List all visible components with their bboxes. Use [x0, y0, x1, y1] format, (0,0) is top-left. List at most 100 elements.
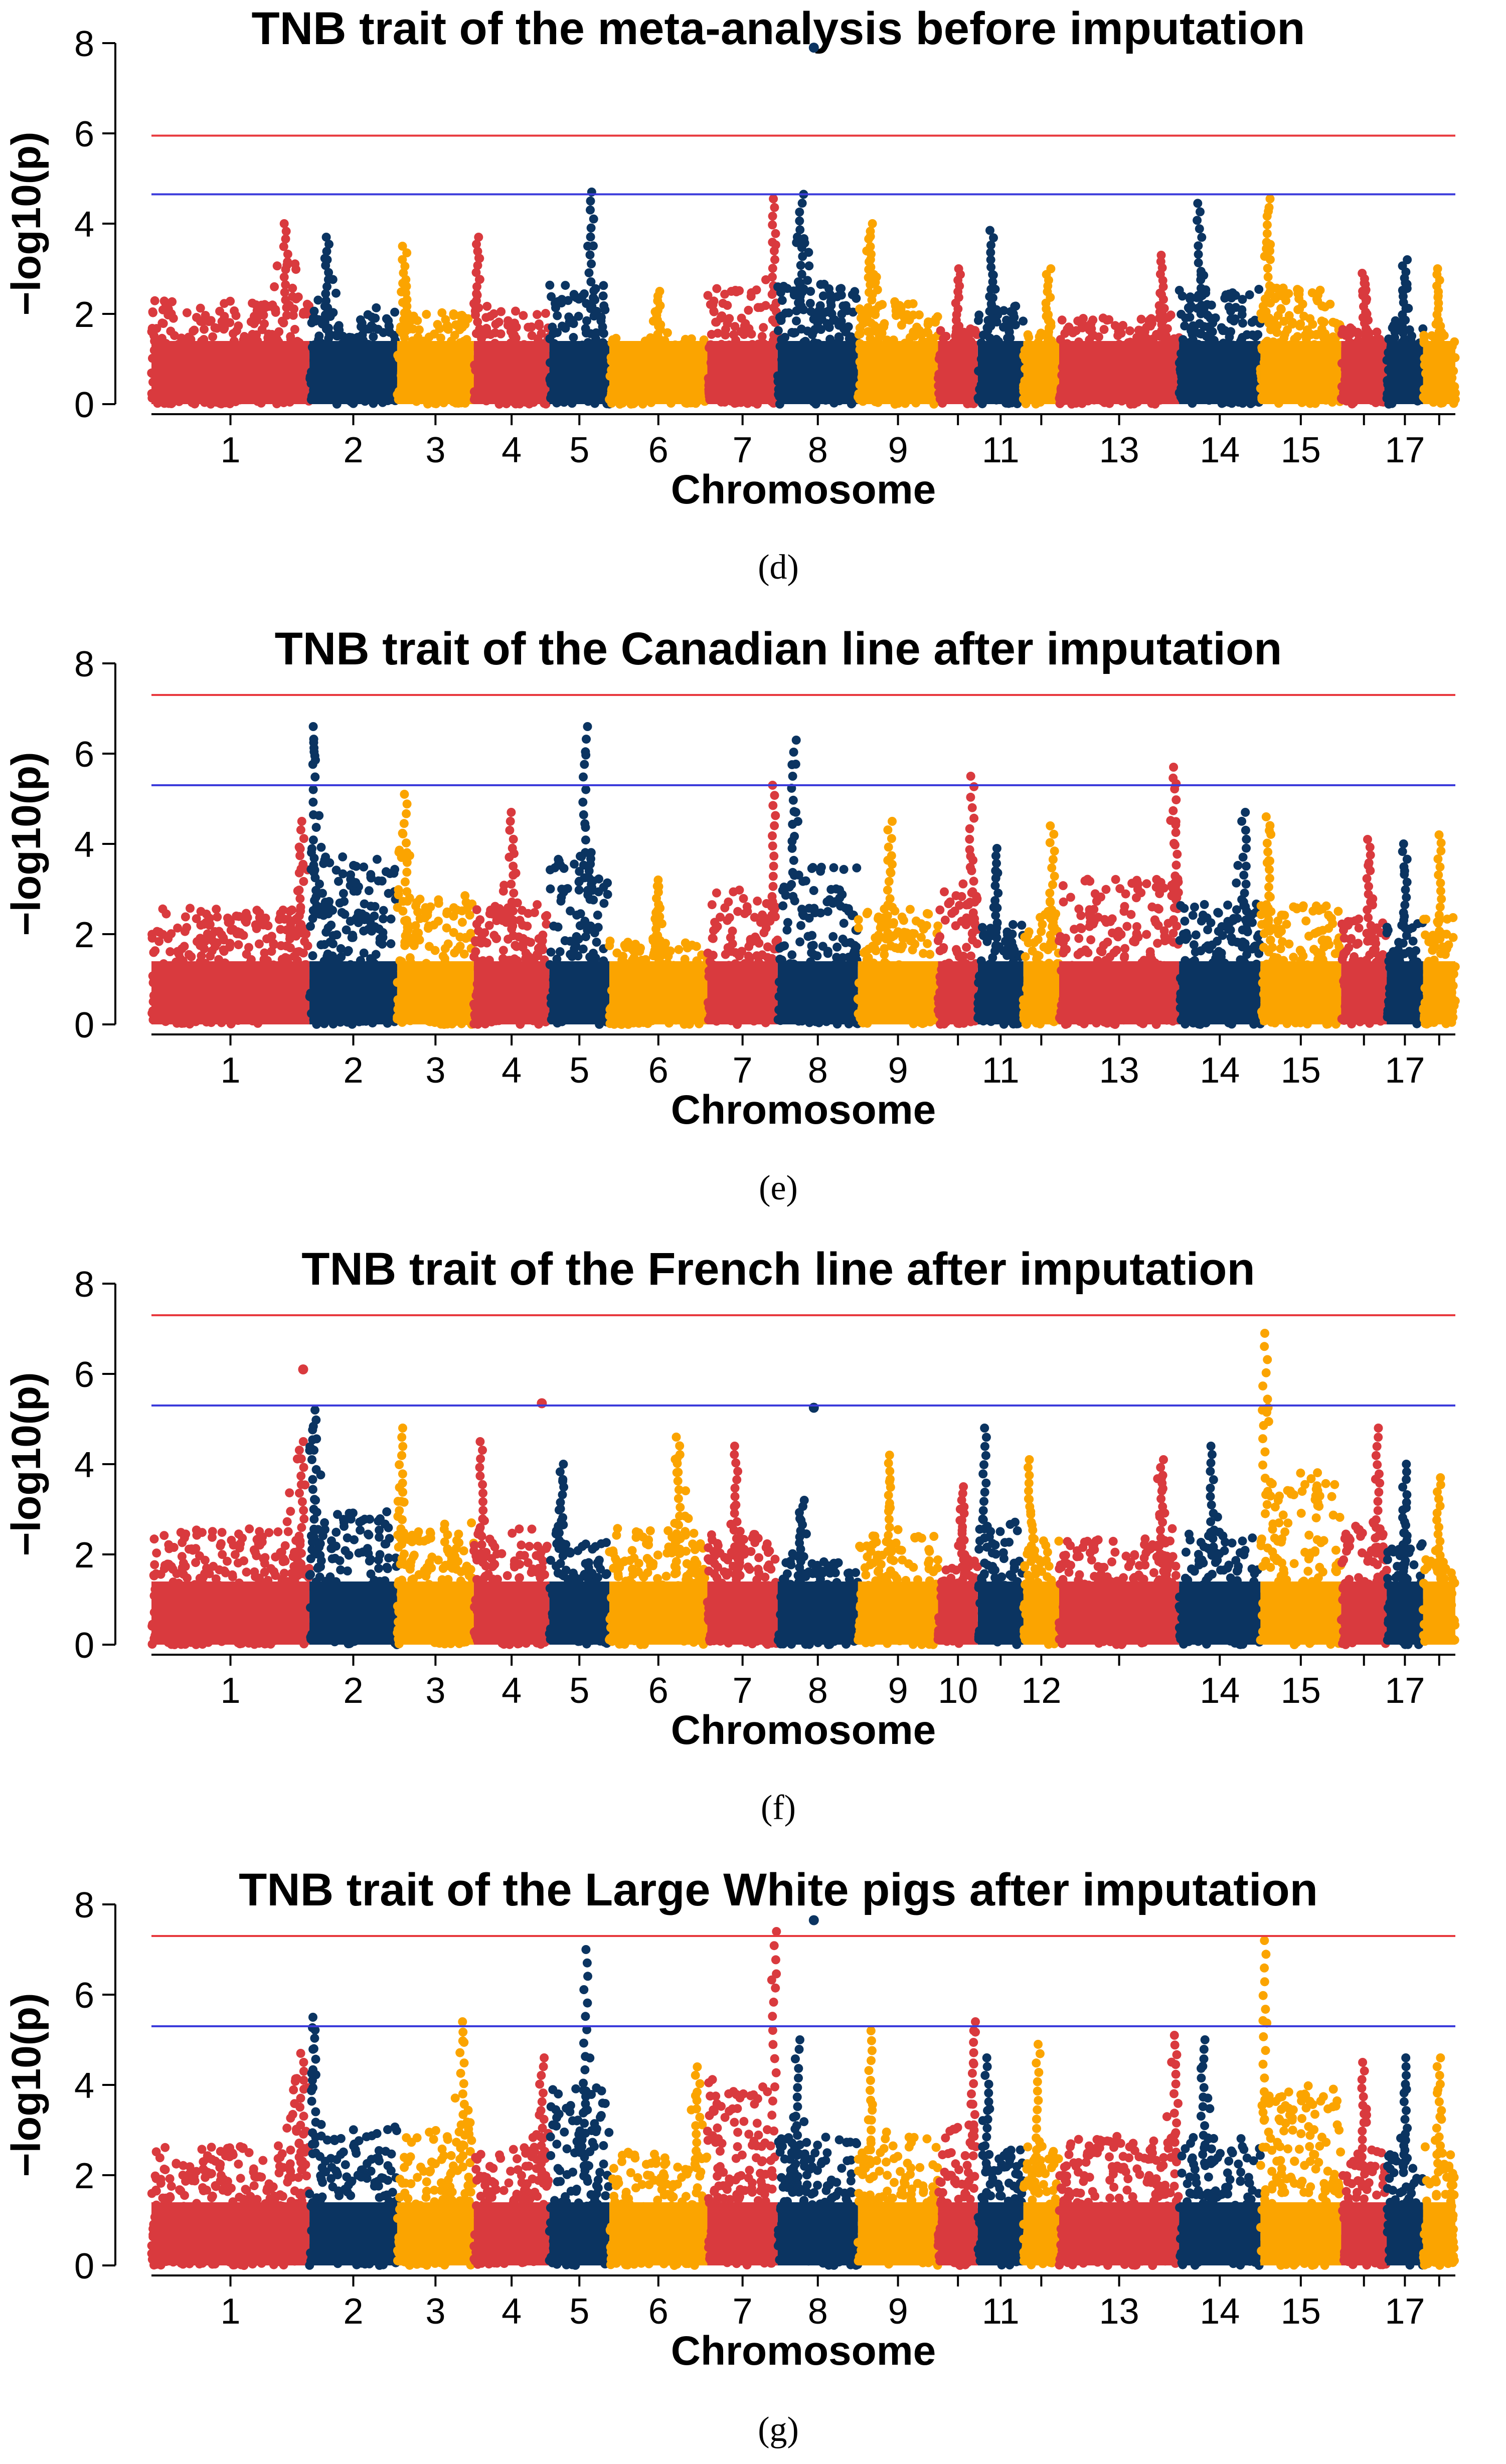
snp-point-peak	[799, 234, 809, 243]
chromosome-16-floor	[1341, 341, 1387, 404]
snp-point	[548, 322, 557, 332]
snp-point	[713, 328, 723, 338]
snp-point-peak	[584, 268, 594, 278]
snp-point-peak	[321, 233, 331, 242]
snp-point	[1238, 295, 1247, 304]
chromosome-15-points	[1256, 194, 1346, 408]
snp-point	[349, 333, 358, 343]
snp-point	[855, 329, 865, 339]
snp-point-peak	[1262, 212, 1272, 221]
snp-point	[519, 311, 528, 320]
snp-point	[260, 300, 269, 309]
chromosome-9-points	[854, 219, 943, 409]
snp-point	[309, 306, 319, 316]
snp-point	[152, 324, 161, 333]
snp-point	[1305, 314, 1315, 323]
snp-point-peak	[1194, 258, 1203, 268]
snp-point-peak	[868, 219, 877, 228]
snp-point	[571, 293, 581, 302]
snp-point-peak	[866, 227, 875, 236]
snp-point	[150, 296, 159, 305]
snp-point	[923, 320, 933, 329]
snp-point	[331, 288, 341, 298]
snp-point	[413, 332, 423, 342]
snp-point	[568, 316, 577, 325]
snp-point	[196, 317, 205, 326]
snp-point	[1372, 327, 1382, 337]
snp-point-peak	[1266, 298, 1275, 308]
snp-point	[210, 323, 220, 332]
snp-point	[836, 316, 846, 326]
snp-point-peak	[586, 277, 596, 286]
snp-point	[313, 295, 323, 305]
snp-point	[747, 288, 756, 297]
snp-point-peak	[1262, 220, 1272, 230]
chart-title: TNB trait of the meta-analysis before im…	[252, 3, 1305, 54]
snp-point	[372, 303, 381, 312]
snp-point	[759, 323, 768, 332]
chromosome-7-floor	[707, 341, 778, 404]
snp-point	[1284, 311, 1294, 320]
snp-point-peak	[865, 288, 874, 297]
snp-point	[357, 322, 366, 331]
snp-point	[369, 332, 378, 341]
chromosome-15-floor	[1260, 341, 1342, 404]
snp-point	[836, 284, 846, 293]
snp-point	[182, 308, 192, 317]
snp-point	[1208, 318, 1218, 328]
chromosome-8-floor	[777, 341, 858, 404]
snp-point	[485, 311, 495, 321]
snp-point-peak	[1262, 238, 1271, 247]
snp-point-peak	[1194, 241, 1203, 251]
snp-point	[1087, 324, 1096, 333]
snp-point	[1287, 319, 1297, 329]
snp-point	[1185, 304, 1194, 314]
snp-point	[818, 291, 828, 301]
snp-point	[190, 325, 199, 335]
snp-point	[809, 314, 818, 324]
snp-point	[196, 303, 205, 313]
snp-point	[533, 310, 542, 319]
snp-point	[384, 321, 394, 330]
snp-point-peak	[281, 234, 290, 244]
snp-point	[561, 323, 570, 333]
snp-point	[834, 332, 844, 341]
snp-point-peak	[797, 287, 807, 297]
chromosome-3-points	[393, 242, 478, 409]
snp-point	[527, 322, 536, 331]
snp-point	[1019, 316, 1028, 326]
snp-point-peak	[1265, 281, 1274, 290]
snp-point-peak	[866, 242, 875, 251]
snp-point	[599, 301, 609, 310]
snp-point	[855, 304, 865, 313]
snp-point	[443, 324, 453, 334]
snp-point	[1293, 332, 1302, 341]
chromosome-11-floor	[977, 341, 1024, 404]
snp-point	[744, 324, 754, 333]
snp-point	[816, 280, 825, 289]
chromosome-4-points	[469, 233, 554, 409]
snp-point	[914, 310, 924, 319]
snp-point-peak	[768, 264, 777, 273]
snp-point	[1099, 325, 1109, 334]
snp-point-peak	[1194, 250, 1203, 259]
chromosome-8-points	[773, 190, 863, 409]
snp-point-peak	[769, 246, 779, 256]
snp-point	[789, 328, 798, 338]
snp-point	[382, 314, 391, 323]
snp-point	[260, 319, 269, 328]
snp-point-peak	[797, 243, 806, 252]
snp-point	[1007, 318, 1017, 328]
snp-point-peak	[1265, 246, 1275, 256]
snp-point	[708, 300, 718, 309]
snp-point	[286, 332, 295, 341]
snp-point-peak	[474, 233, 483, 242]
snp-point-peak	[283, 257, 292, 267]
snp-point	[712, 317, 721, 327]
snp-point	[776, 316, 786, 325]
snp-point-peak	[282, 310, 291, 320]
snp-point	[288, 310, 298, 320]
chromosome-5-floor	[549, 341, 610, 404]
snp-point	[1264, 318, 1274, 328]
snp-point	[569, 332, 578, 342]
